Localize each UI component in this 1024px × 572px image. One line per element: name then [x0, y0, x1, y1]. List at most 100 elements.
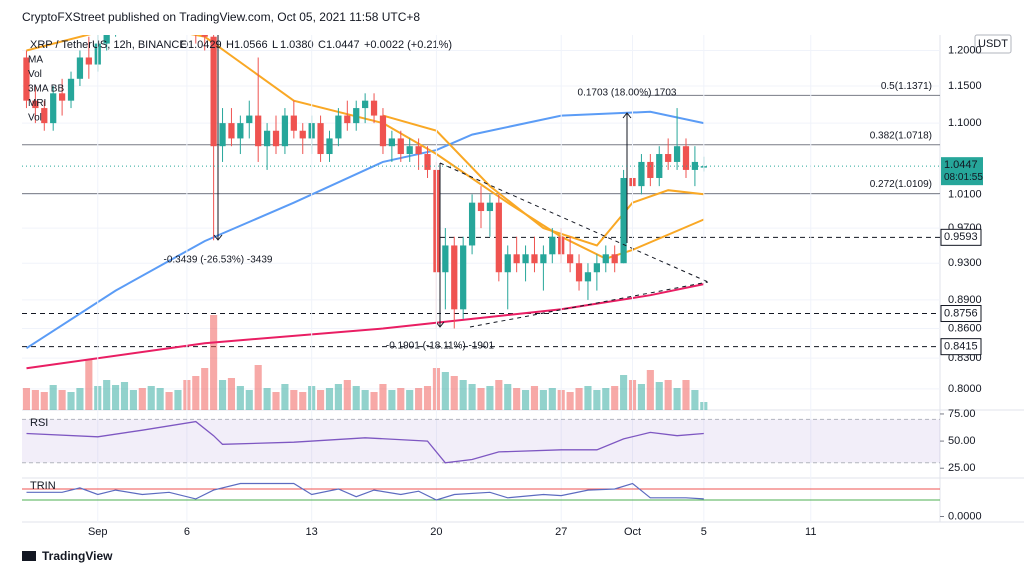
candle-body	[23, 57, 30, 101]
candle-body	[620, 177, 627, 264]
candle-body	[602, 254, 609, 264]
volume-bar	[334, 384, 342, 410]
volume-bar	[566, 392, 574, 410]
currency-box	[974, 34, 1012, 54]
candle-body	[593, 263, 600, 273]
candle-body	[495, 202, 502, 273]
level-label: 0.9593	[944, 231, 978, 243]
volume-bar	[67, 392, 75, 410]
volume-bar	[22, 388, 31, 410]
candle-body	[255, 115, 262, 147]
indicator-label: 3MA BB	[28, 84, 64, 95]
x-tick-label: Oct	[624, 526, 641, 538]
volume-bar	[40, 392, 48, 410]
volume-bar	[530, 386, 539, 410]
volume-bar	[486, 386, 494, 410]
rsi-tick-label: 50.00	[948, 435, 976, 447]
x-tick-label: Sep	[88, 526, 108, 538]
volume-bar	[575, 388, 583, 410]
measure-arrowhead	[622, 112, 632, 119]
volume-bar	[539, 390, 547, 410]
y-tick-label: 1.2000	[948, 44, 982, 56]
candle-body	[531, 254, 538, 264]
volume-bar	[673, 388, 681, 410]
candle-body	[32, 100, 39, 109]
header: CryptoFXStreet published on TradingView.…	[22, 10, 420, 24]
volume-bar	[521, 390, 530, 410]
candle-body	[406, 146, 413, 155]
volume-bar	[513, 388, 521, 410]
legend-value: 1.0566	[234, 39, 268, 51]
volume-bar	[379, 384, 387, 410]
candle-body	[468, 202, 476, 246]
volume-bar	[156, 388, 164, 410]
volume-bar	[103, 380, 111, 410]
volume-bar	[245, 390, 253, 410]
rsi-line	[26, 420, 704, 464]
y-tick-label: 1.1000	[948, 117, 982, 129]
volume-bar	[646, 370, 654, 410]
rsi-tick-label: 75.00	[948, 408, 976, 420]
candle-body	[486, 202, 494, 212]
measure-label: -0.1901 (-18.11%) -1901	[386, 341, 495, 352]
currency: USDT	[978, 38, 1008, 50]
volume-bar	[495, 380, 503, 410]
candle-body	[263, 130, 271, 147]
volume-bar	[548, 388, 556, 410]
volume-bar	[254, 365, 262, 410]
x-tick-label: 11	[805, 526, 816, 538]
legend-key: O	[180, 39, 189, 51]
rsi-band	[22, 419, 940, 463]
volume-bar	[49, 385, 57, 410]
volume-bar	[147, 386, 155, 410]
volume-bar	[317, 390, 325, 410]
volume-bar	[620, 375, 628, 410]
volume-bar	[138, 388, 146, 410]
volume-bar	[468, 384, 476, 410]
candle-body	[67, 78, 75, 101]
volume-bar	[593, 390, 601, 410]
candle-body	[656, 154, 663, 178]
candle-body	[58, 93, 66, 101]
y-tick-label: 1.1500	[948, 80, 982, 92]
candle-body	[85, 57, 92, 65]
candle-body	[513, 254, 520, 264]
volume-bar	[263, 388, 271, 410]
candle-body	[638, 161, 645, 187]
volume-bar	[423, 386, 432, 410]
candle-body	[272, 130, 280, 147]
volume-bar	[637, 384, 645, 410]
x-tick-label: 6	[184, 526, 190, 538]
volume-bar	[218, 380, 227, 410]
candle-body	[647, 161, 654, 178]
candle-body	[290, 115, 297, 131]
rsi-tick-label: 25.00	[948, 462, 976, 474]
candle-body	[379, 115, 387, 147]
candle-body	[370, 100, 378, 116]
volume-bar	[290, 390, 298, 410]
candle-body	[326, 138, 333, 155]
rsi-label: RSI	[30, 417, 48, 429]
candle-body	[549, 236, 556, 255]
candle-body	[415, 146, 422, 155]
indicator-label: Vol	[28, 69, 42, 80]
volume-bar	[584, 386, 592, 410]
volume-bar	[655, 382, 663, 410]
candle-body	[673, 146, 681, 162]
trin-label: TRIN	[30, 480, 56, 492]
candle-body	[41, 108, 48, 124]
fib-label: 0.272(1.0109)	[870, 179, 932, 190]
legend-value: 1.0429	[188, 39, 222, 51]
volume-bar	[210, 315, 218, 410]
x-tick-label: 13	[306, 526, 318, 538]
volume-bar	[174, 390, 182, 410]
y-tick-label: 0.8900	[948, 294, 982, 306]
candle-body	[442, 245, 449, 273]
volume-bar	[192, 376, 200, 410]
candle-body	[344, 115, 351, 124]
indicator-label: Vol	[28, 113, 42, 124]
last-price-box	[941, 157, 983, 186]
level-label: 0.8415	[944, 341, 978, 353]
volume-bar	[611, 386, 619, 410]
